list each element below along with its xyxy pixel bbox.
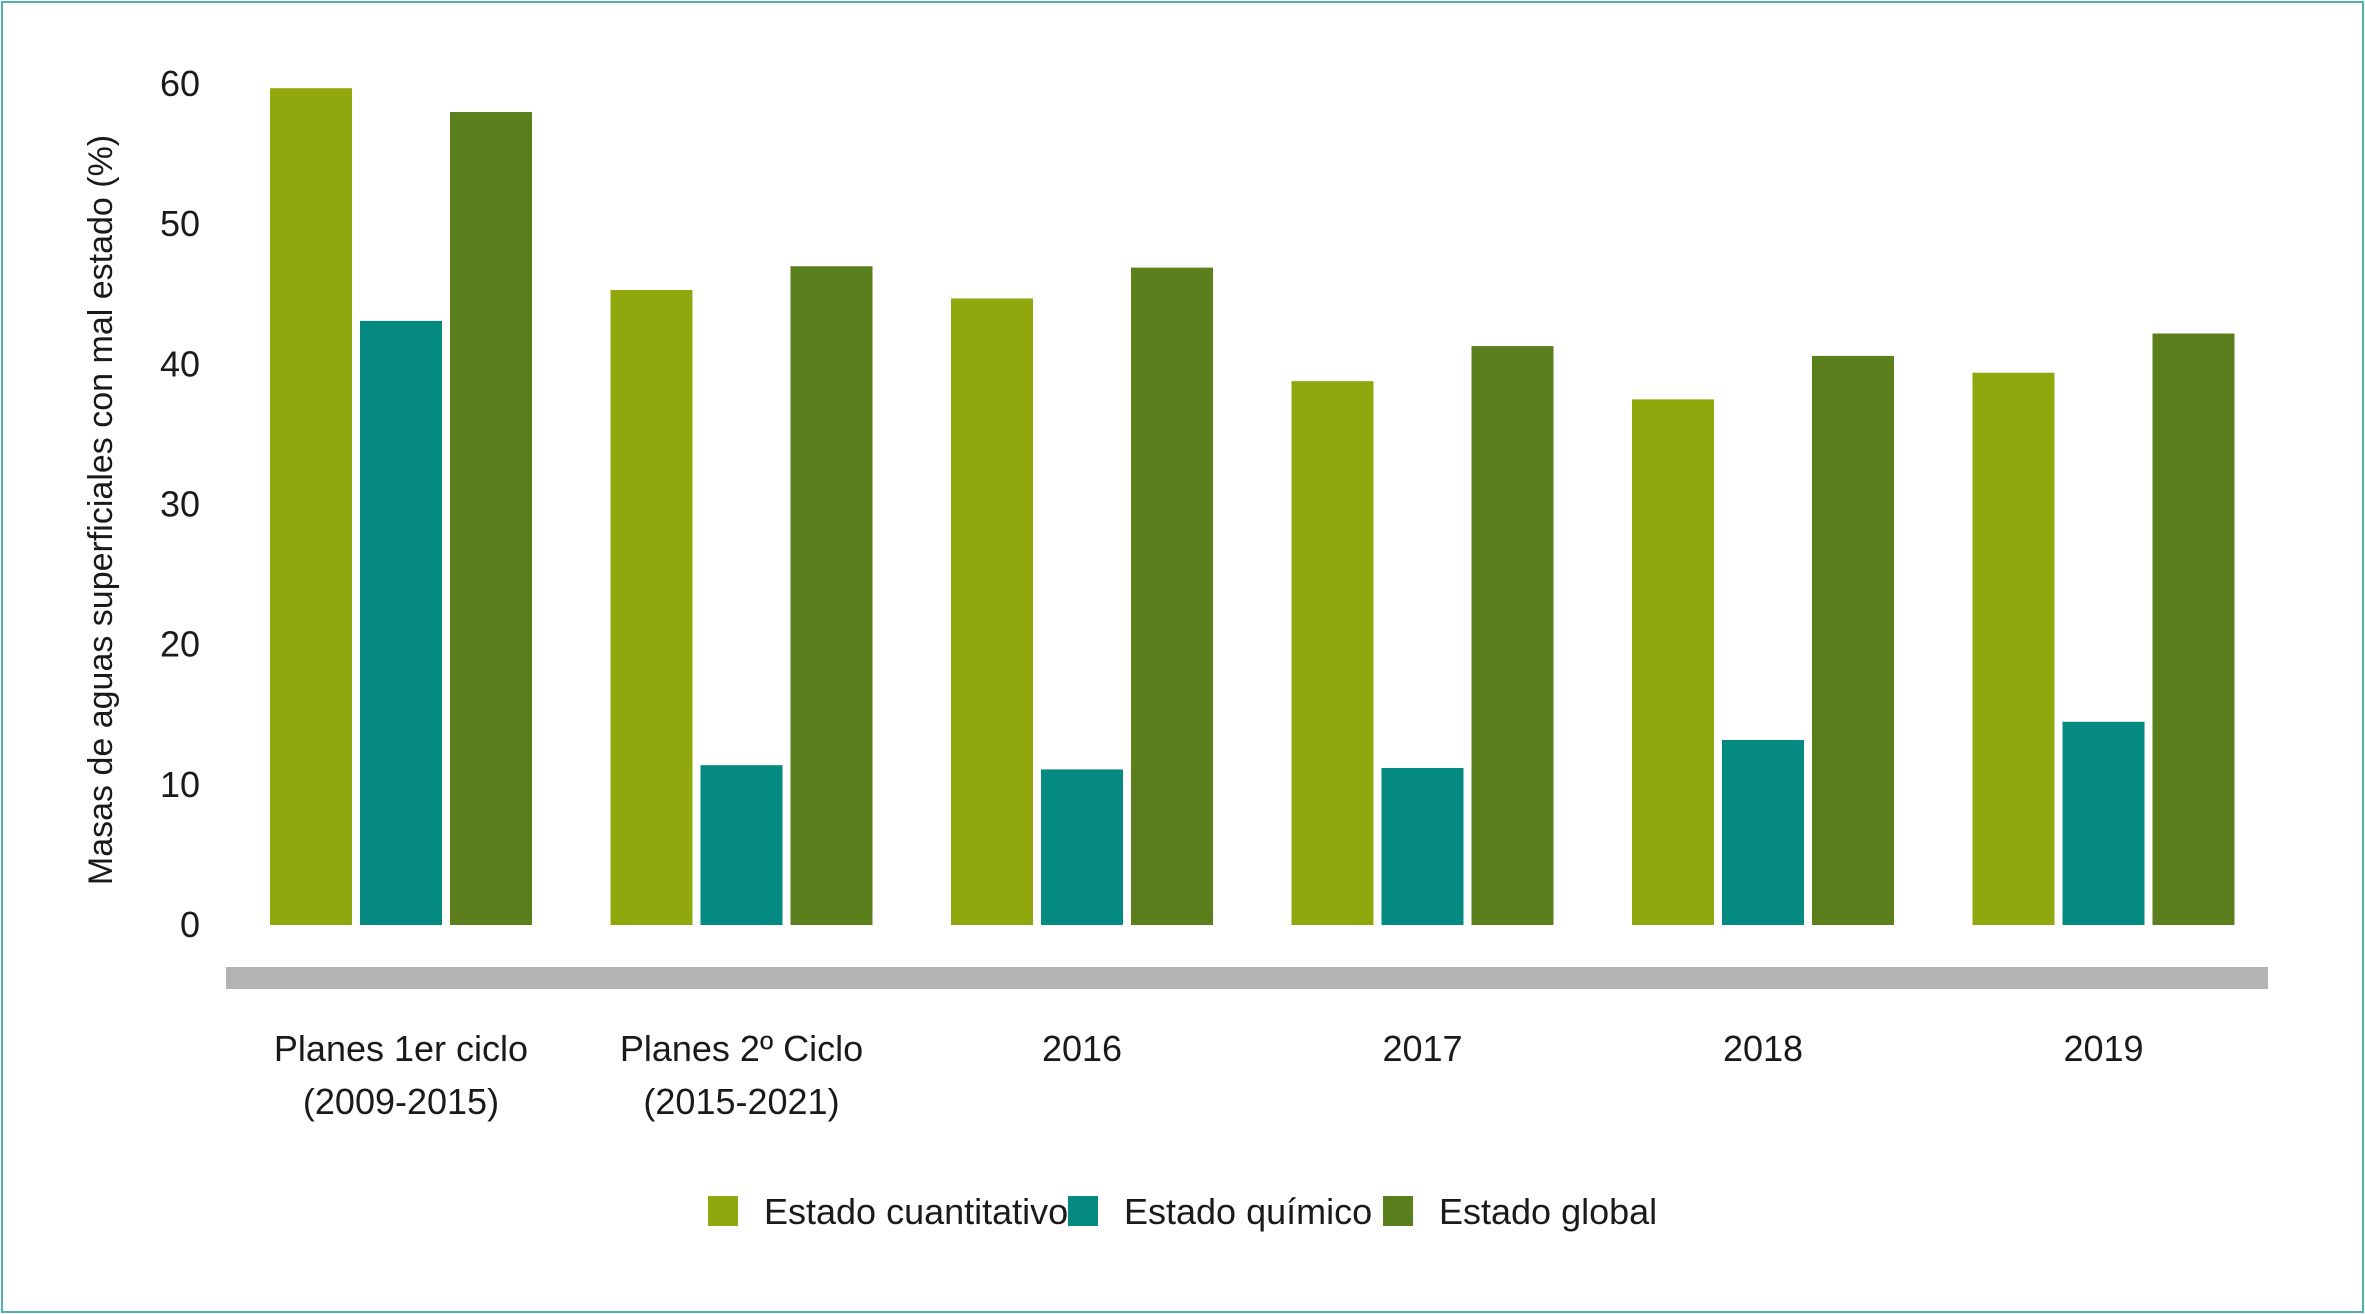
x-tick-label: Planes 2º Ciclo xyxy=(620,1028,863,1069)
bar xyxy=(1291,381,1374,925)
legend-label: Estado cuantitativo xyxy=(764,1191,1068,1232)
y-tick-label: 50 xyxy=(160,203,200,244)
legend-label: Estado químico xyxy=(1124,1191,1372,1232)
x-tick-label: Planes 1er ciclo xyxy=(274,1028,528,1069)
legend-label: Estado global xyxy=(1439,1191,1657,1232)
bar xyxy=(450,112,532,926)
bar xyxy=(700,765,783,925)
x-tick-label: 2016 xyxy=(1042,1028,1122,1069)
bar xyxy=(1471,346,1554,925)
legend-swatch xyxy=(1383,1196,1413,1226)
bar xyxy=(2062,721,2145,925)
y-tick-label: 40 xyxy=(160,343,200,384)
bars xyxy=(270,88,2235,926)
x-tick-label: 2017 xyxy=(1382,1028,1462,1069)
x-axis-categories: Planes 1er ciclo (2009-2015) Planes 2º Cic… xyxy=(274,1028,2144,1122)
bar xyxy=(360,320,442,925)
y-tick-label: 60 xyxy=(160,63,200,104)
bar xyxy=(1632,399,1714,925)
x-tick-label: 2018 xyxy=(1723,1028,1803,1069)
bar xyxy=(951,298,1033,926)
bar xyxy=(1812,355,1894,925)
y-tick-label: 10 xyxy=(160,764,200,805)
y-tick-label: 20 xyxy=(160,624,200,665)
x-axis-bar xyxy=(226,967,2268,989)
bar xyxy=(1041,769,1123,925)
legend-swatch xyxy=(1068,1196,1098,1226)
bar xyxy=(1972,372,2055,925)
x-tick-label: 2019 xyxy=(2063,1028,2143,1069)
bar xyxy=(1131,267,1213,925)
bar xyxy=(790,266,873,925)
y-tick-label: 0 xyxy=(180,904,200,945)
bar xyxy=(270,88,352,925)
bar xyxy=(2152,333,2235,925)
y-axis-ticks: 0 10 20 30 40 50 60 xyxy=(160,63,200,945)
bar xyxy=(1722,739,1804,925)
bar xyxy=(1381,768,1464,925)
legend-swatch xyxy=(708,1196,738,1226)
y-tick-label: 30 xyxy=(160,484,200,525)
y-axis-label: Masas de aguas superficiales con mal est… xyxy=(82,135,120,885)
bar xyxy=(610,290,693,925)
legend: Estado cuantitativo Estado químico Estado … xyxy=(708,1191,1657,1232)
x-tick-label: (2015-2021) xyxy=(643,1081,839,1122)
x-tick-label: (2009-2015) xyxy=(303,1081,499,1122)
